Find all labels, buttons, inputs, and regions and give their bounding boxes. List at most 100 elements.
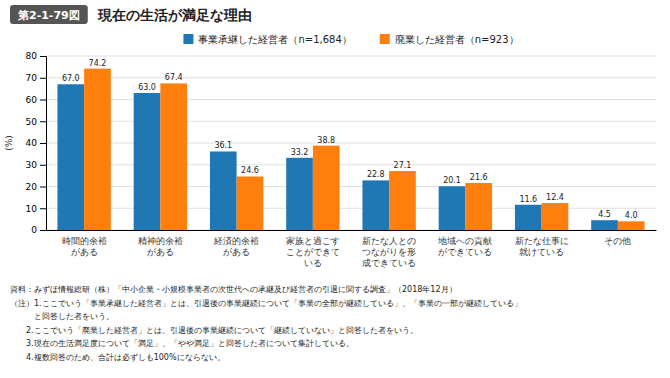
y-tick-label: 40 (26, 138, 38, 148)
y-tick-label: 30 (26, 160, 38, 170)
bar (313, 146, 340, 230)
y-tick: 20 (26, 182, 46, 192)
legend: 事業承継した経営者（n=1,684） 廃業した経営者（n=923） (183, 34, 518, 45)
legend-swatch (183, 34, 193, 44)
x-tick-label: 地域への貢献ができている (437, 236, 492, 257)
data-label: 33.2 (291, 148, 309, 157)
x-tick-label-line: 新たな人との (362, 236, 416, 246)
x-tick-label-line: 経済的余裕 (213, 236, 259, 246)
note: 資料：みずほ情報総研（株）「中小企業・小規模事業者の次世代への承継及び経営者の引… (10, 285, 457, 294)
x-tick-label: 新たな人とのつながりを形成できている (362, 236, 416, 268)
x-tick-label-line: 成できている (362, 258, 416, 268)
legend-label: 廃業した経営者（n=923） (395, 34, 519, 45)
data-label: 38.8 (317, 136, 335, 145)
y-tick-line (40, 230, 46, 231)
x-tick-label-line: 新たな仕事に (515, 236, 569, 246)
x-tick: その他 (604, 230, 631, 246)
data-label: 74.2 (89, 59, 107, 68)
bar (286, 158, 313, 230)
data-labels: 67.063.036.133.222.820.111.64.574.267.42… (62, 59, 638, 221)
y-axis: 0 10 20 30 40 50 60 70 80 (26, 51, 47, 235)
bars (57, 69, 644, 230)
axis-domain (47, 230, 657, 231)
bar (591, 220, 618, 230)
x-tick-label-line: 地域への貢献 (437, 236, 492, 246)
y-tick-line (40, 56, 46, 57)
x-tick-label: 家族と過ごすことができている (286, 236, 340, 268)
data-label: 67.4 (165, 73, 183, 82)
y-axis-label: (%) (4, 135, 14, 151)
legend-swatch (380, 34, 390, 44)
axis-domain (40, 57, 47, 231)
x-tick: 家族と過ごすことができている (286, 230, 340, 268)
bar (57, 84, 84, 230)
y-tick-line (40, 165, 46, 166)
y-tick-label: 70 (26, 73, 38, 83)
x-tick-label-line: 就けている (519, 247, 564, 257)
data-label: 4.5 (598, 210, 611, 219)
title: 現在の生活が満足な理由 (97, 7, 252, 23)
data-label: 21.6 (470, 173, 488, 182)
bar-series (84, 69, 644, 230)
note: （注）1.ここでいう「事業承継した経営者」とは、引退後の事業継続について「事業の… (10, 299, 522, 308)
y-tick: 40 (26, 138, 46, 148)
x-tick: 経済的余裕がある (213, 230, 259, 257)
note: と回答した者をいう。 (10, 312, 114, 321)
bar (84, 69, 111, 230)
x-tick: 地域への貢献ができている (437, 230, 492, 257)
y-tick: 80 (26, 51, 46, 61)
figure-number: 第2-1-79図 (17, 9, 80, 22)
x-tick-label: その他 (604, 236, 631, 246)
data-label: 12.4 (546, 193, 564, 202)
note: 3.現在の生活満足度について「満足」、「やや満足」と回答した者について集計してい… (10, 339, 354, 348)
notes: 資料：みずほ情報総研（株）「中小企業・小規模事業者の次世代への承継及び経営者の引… (10, 285, 522, 362)
grid-line (46, 56, 656, 57)
x-tick-label-line: 精神的余裕 (138, 236, 183, 246)
y-tick-label: 10 (26, 204, 38, 214)
y-tick-label: 50 (26, 117, 38, 127)
header: 第2-1-79図 現在の生活が満足な理由 (10, 5, 252, 24)
grid-line (46, 77, 656, 78)
y-tick-label: 60 (26, 95, 38, 105)
y-tick: 30 (26, 160, 46, 170)
x-tick-label-line: がある (223, 247, 250, 257)
data-label: 63.0 (138, 83, 156, 92)
bar (515, 205, 542, 230)
bar (465, 183, 492, 230)
bar (542, 203, 569, 230)
x-tick-label-line: 時間的余裕 (62, 236, 107, 246)
y-tick: 10 (26, 204, 46, 214)
bar (618, 221, 645, 230)
x-tick-label-line: つながりを形 (362, 247, 416, 257)
y-tick-label: 20 (26, 182, 38, 192)
x-tick-label-line: 家族と過ごす (286, 236, 340, 246)
data-label: 4.0 (625, 211, 638, 220)
x-tick-label-line: その他 (604, 236, 631, 246)
note: 4.複数回答のため、合計は必ずしも100%にならない。 (10, 353, 225, 362)
data-label: 22.8 (367, 170, 385, 179)
chart-svg: 第2-1-79図現在の生活が満足な理由67.063.036.133.222.82… (0, 0, 670, 378)
legend-item: 事業承継した経営者（n=1,684） (183, 34, 351, 45)
legend-label: 事業承継した経営者（n=1,684） (198, 34, 351, 45)
x-tick-label: 新たな仕事に就けている (515, 236, 569, 257)
bar (134, 93, 161, 230)
y-tick-line (40, 100, 46, 101)
x-tick-label-line: がある (147, 247, 174, 257)
y-tick-line (40, 187, 46, 188)
x-tick-label-line: ことができて (286, 247, 340, 257)
x-tick-label: 精神的余裕がある (138, 236, 183, 257)
bar (237, 176, 264, 230)
data-label: 67.0 (62, 74, 80, 83)
x-tick: 精神的余裕がある (138, 230, 183, 257)
x-tick-label: 経済的余裕がある (213, 236, 259, 257)
y-tick: 50 (26, 117, 46, 127)
data-label: 11.6 (519, 195, 537, 204)
plot: 67.063.036.133.222.820.111.64.574.267.42… (4, 51, 657, 268)
chart-container: 第2-1-79図現在の生活が満足な理由67.063.036.133.222.82… (0, 0, 670, 378)
x-tick-label-line: ができている (438, 247, 492, 257)
y-tick-line (40, 121, 46, 122)
bar (160, 83, 187, 230)
data-label: 27.1 (394, 161, 412, 170)
y-tick-label: 80 (26, 51, 38, 61)
y-tick: 0 (31, 225, 46, 235)
